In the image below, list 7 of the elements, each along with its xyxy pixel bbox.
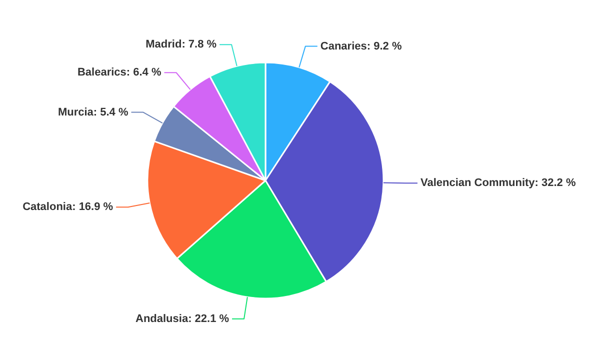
slice-label: Catalonia: 16.9 % bbox=[22, 201, 114, 214]
slice-label: Madrid: 7.8 % bbox=[146, 38, 217, 51]
slice-label: Andalusia: 22.1 % bbox=[136, 312, 230, 325]
slice-label: Valencian Community: 32.2 % bbox=[420, 177, 576, 190]
slice-label: Balearics: 6.4 % bbox=[77, 66, 162, 79]
slice-label: Murcia: 5.4 % bbox=[58, 106, 128, 118]
slice-label: Canaries: 9.2 % bbox=[320, 40, 402, 52]
